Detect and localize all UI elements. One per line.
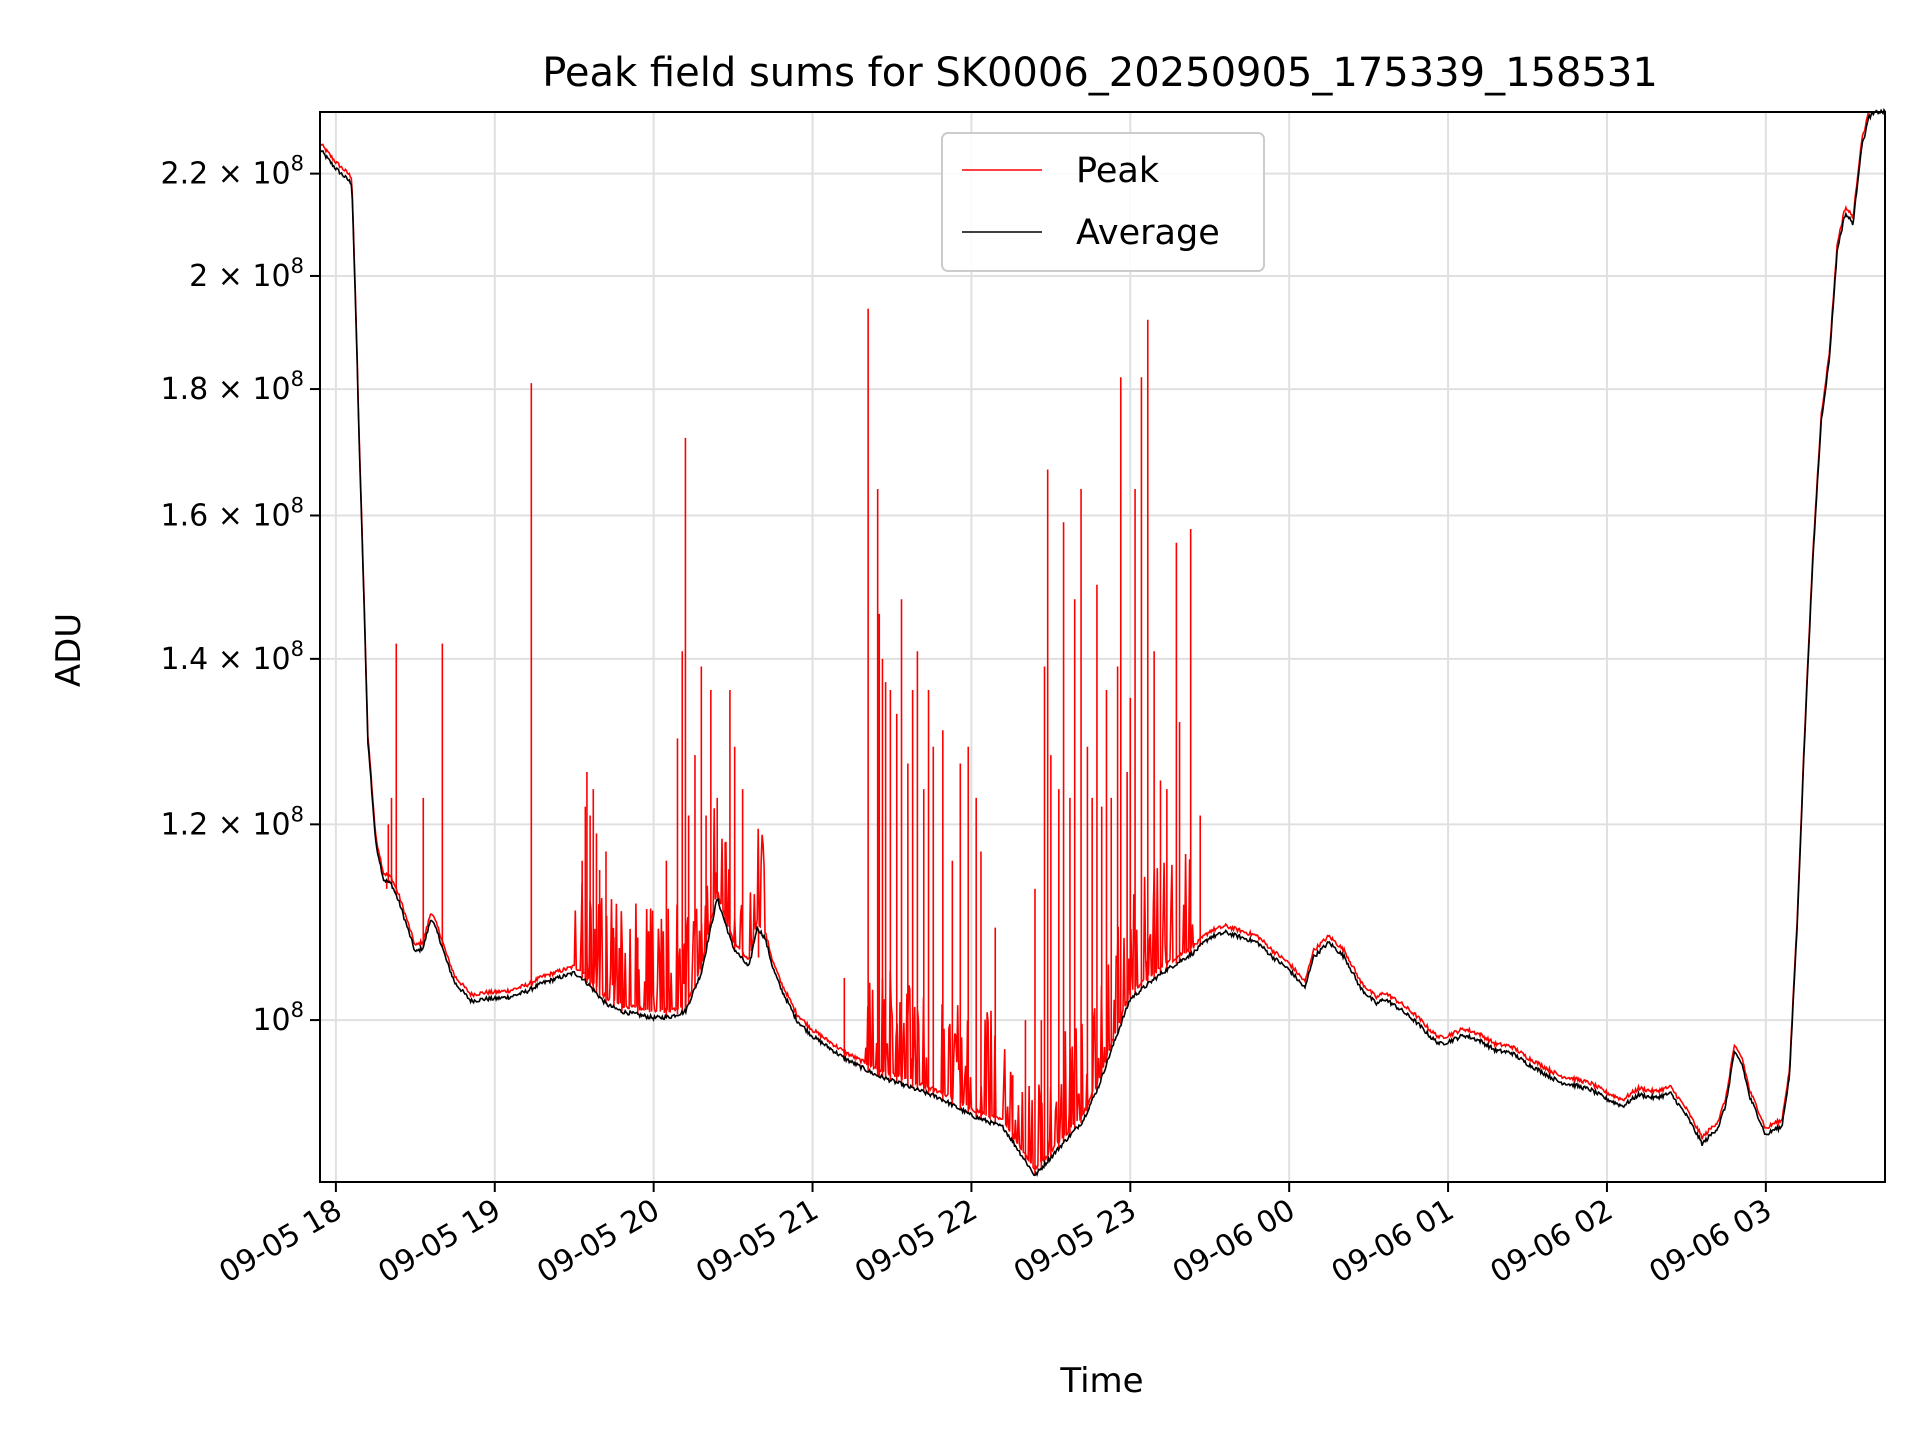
y-tick-label: 2.2 × 108 — [161, 152, 304, 192]
legend-peak-label: Peak — [1076, 151, 1160, 191]
y-tick-label: 2 × 108 — [189, 254, 304, 294]
y-axis: 108 1.2 × 108 1.4 × 108 1.6 × 108 1.8 × 108 2… — [161, 152, 320, 1038]
chart-title: Peak field sums for SK0006_20250905_1753… — [542, 50, 1658, 96]
plot-layer — [319, 108, 1886, 1178]
legend-box — [941, 132, 1265, 272]
x-axis-label: Time — [1059, 1361, 1143, 1401]
y-tick-label: 1.4 × 108 — [161, 637, 304, 677]
y-tick-label: 1.2 × 108 — [161, 802, 304, 842]
y-tick-label: 1.6 × 108 — [161, 494, 304, 534]
legend-average-label: Average — [1076, 213, 1220, 253]
y-tick-label: 1.8 × 108 — [161, 367, 304, 407]
y-axis-label: ADU — [49, 613, 89, 687]
average-series-line — [319, 108, 1886, 1178]
legend: Peak Average — [941, 132, 1265, 272]
plot-frame — [319, 111, 1886, 1183]
y-tick-label: 108 — [252, 998, 304, 1038]
